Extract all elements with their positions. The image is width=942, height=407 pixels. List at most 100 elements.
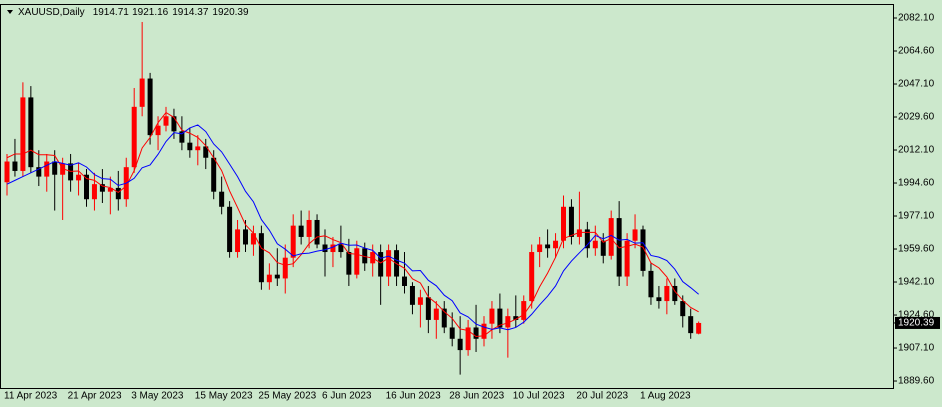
candle-body bbox=[91, 184, 97, 200]
candle-body bbox=[139, 78, 145, 107]
y-tick-label: 2029.60 bbox=[898, 112, 935, 123]
x-tick-label: 11 Apr 2023 bbox=[4, 391, 58, 402]
candle-body bbox=[648, 270, 654, 298]
candle-body bbox=[656, 297, 662, 302]
y-tick-label: 1889.60 bbox=[898, 376, 935, 387]
candle-body bbox=[163, 116, 169, 126]
candle-body bbox=[354, 248, 360, 275]
candle-body bbox=[155, 125, 161, 136]
candle-body bbox=[131, 106, 137, 168]
candle-body bbox=[465, 327, 471, 351]
candle-body bbox=[84, 174, 89, 200]
candle-body bbox=[20, 97, 26, 171]
high-value: 1921.16 bbox=[132, 7, 169, 18]
candle-body bbox=[481, 323, 487, 339]
candle-body bbox=[44, 161, 50, 177]
low-value: 1914.37 bbox=[172, 7, 209, 18]
x-tick-label: 1 Aug 2023 bbox=[640, 391, 691, 402]
x-tick-label: 3 May 2023 bbox=[131, 391, 184, 402]
candle-body bbox=[402, 276, 407, 286]
candle-body bbox=[441, 308, 447, 328]
candle-body bbox=[561, 206, 566, 241]
candle-body bbox=[378, 252, 384, 277]
candle-body bbox=[4, 161, 10, 183]
y-tick-label: 2047.10 bbox=[898, 79, 935, 90]
candle-body bbox=[250, 233, 256, 245]
candle-body bbox=[171, 116, 177, 132]
chart-header: XAUUSD,Daily 1914.71 1921.16 1914.37 1920.39 bbox=[18, 7, 249, 18]
candle-body bbox=[672, 285, 678, 302]
candle-body bbox=[187, 142, 193, 151]
current-price-label: 1920.39 bbox=[898, 318, 935, 329]
candle-body bbox=[362, 248, 368, 264]
candle-body bbox=[592, 240, 598, 249]
candle-body bbox=[322, 244, 328, 253]
y-tick-label: 1959.60 bbox=[898, 244, 935, 255]
candle-body bbox=[545, 244, 551, 249]
candle-body bbox=[330, 244, 336, 253]
candle-body bbox=[632, 229, 638, 241]
candle-body bbox=[235, 229, 241, 253]
candle-body bbox=[12, 161, 18, 171]
x-tick-label: 21 Apr 2023 bbox=[68, 391, 122, 402]
moving-average-line bbox=[6, 124, 699, 331]
candle-body bbox=[314, 219, 320, 245]
y-tick-label: 1977.10 bbox=[898, 211, 935, 222]
candle-body bbox=[266, 274, 272, 283]
candle-body bbox=[68, 163, 74, 181]
candle-body bbox=[529, 252, 535, 302]
candle-body bbox=[282, 257, 288, 279]
candle-body bbox=[600, 240, 606, 256]
candle-body bbox=[306, 219, 312, 237]
candle-body bbox=[640, 229, 646, 271]
candle-body bbox=[211, 157, 217, 192]
candle-body bbox=[52, 161, 58, 175]
candle-body bbox=[553, 240, 559, 249]
candle-body bbox=[99, 184, 105, 192]
candle-body bbox=[497, 308, 503, 328]
candle-body bbox=[505, 316, 511, 328]
candle-body bbox=[624, 240, 630, 277]
x-tick-label: 16 Jun 2023 bbox=[386, 391, 441, 402]
y-tick-label: 2082.10 bbox=[898, 13, 935, 24]
y-tick-label: 2012.10 bbox=[898, 145, 935, 156]
candle-body bbox=[489, 308, 495, 324]
current-price-box bbox=[895, 316, 940, 329]
candle-body bbox=[473, 327, 479, 339]
candle-body bbox=[537, 244, 543, 253]
candle-body bbox=[417, 297, 423, 305]
candle-body bbox=[664, 285, 670, 302]
candle-body bbox=[457, 338, 463, 351]
candle-body bbox=[576, 229, 582, 237]
candle-body bbox=[513, 316, 519, 320]
x-tick-label: 28 Jun 2023 bbox=[449, 391, 504, 402]
candle-body bbox=[290, 225, 296, 258]
candle-body bbox=[584, 229, 590, 249]
candle-body bbox=[195, 146, 201, 151]
candle-body bbox=[425, 297, 431, 320]
y-tick-label: 1942.10 bbox=[898, 277, 935, 288]
candle-body bbox=[274, 274, 280, 279]
y-tick-label: 1994.60 bbox=[898, 178, 935, 189]
candle-body bbox=[696, 322, 702, 334]
candle-body bbox=[258, 233, 264, 283]
candle-body bbox=[76, 174, 82, 181]
candle-body bbox=[680, 301, 686, 317]
candle-body bbox=[298, 225, 304, 237]
candle-body bbox=[115, 187, 121, 200]
x-tick-label: 10 Jul 2023 bbox=[513, 391, 565, 402]
candle-body bbox=[219, 191, 225, 207]
chart-title: XAUUSD,Daily bbox=[18, 7, 85, 18]
candle-body bbox=[179, 131, 185, 143]
open-value: 1914.71 bbox=[93, 7, 130, 18]
close-value: 1920.39 bbox=[212, 7, 249, 18]
candle-body bbox=[203, 146, 209, 158]
plot-frame bbox=[0, 4, 894, 389]
candle-body bbox=[449, 327, 455, 339]
candle-body bbox=[346, 252, 352, 275]
x-tick-label: 25 May 2023 bbox=[258, 391, 316, 402]
candle-body bbox=[36, 167, 42, 177]
menu-arrow bbox=[7, 10, 13, 14]
candle-body bbox=[608, 218, 614, 256]
candle-body bbox=[147, 78, 153, 136]
